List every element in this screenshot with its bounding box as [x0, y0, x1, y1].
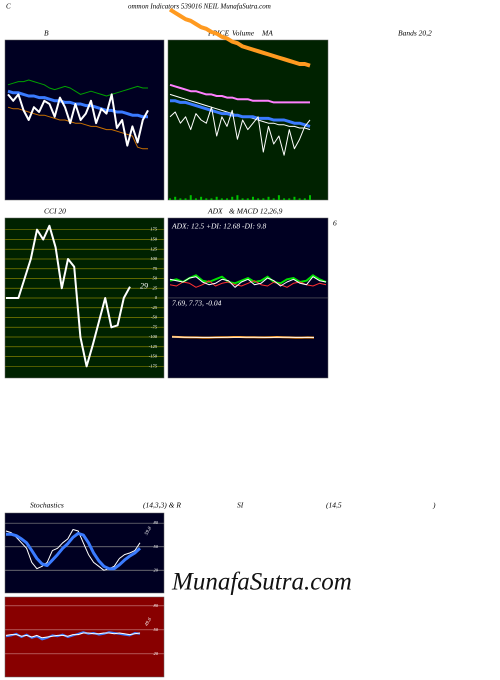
- y-tick-label: 50: [153, 276, 158, 281]
- series-line: [5, 632, 141, 639]
- series-line: [7, 89, 148, 119]
- series-line: [6, 531, 142, 571]
- volume-bar: [189, 195, 192, 200]
- panel: [4, 39, 165, 201]
- volume-bar: [210, 198, 213, 200]
- volume-bar: [251, 196, 254, 200]
- series-line: [169, 106, 311, 156]
- series-line: [7, 93, 149, 147]
- watermark: MunafaSutra.com: [171, 569, 352, 596]
- y-tick-label: 80: [154, 520, 159, 525]
- panel: [4, 512, 165, 594]
- volume-bar: [267, 196, 270, 200]
- panel-label: MA: [261, 29, 273, 38]
- panel-label: CCI 20: [44, 207, 66, 216]
- volume-bar: [174, 196, 177, 200]
- y-tick-label: 50: [154, 544, 159, 549]
- panel-label: & MACD 12,26,9: [229, 207, 283, 216]
- volume-bar: [246, 198, 249, 200]
- volume-bar: [309, 195, 311, 200]
- panel-label: Volume: [232, 29, 255, 38]
- panel-subtitle: 7.69, 7.73, -0.04: [172, 299, 222, 308]
- value-label: 59.8: [144, 526, 153, 537]
- series-line: [168, 7, 311, 68]
- y-tick-label: 150: [150, 236, 158, 241]
- y-tick-label: -75: [151, 324, 158, 329]
- panel-label: ): [432, 501, 436, 510]
- panel: [167, 39, 329, 201]
- panel-label: B: [44, 29, 49, 38]
- series-line: [169, 276, 327, 288]
- panel-label: Bands 20,2: [398, 29, 432, 38]
- series-line: [169, 280, 327, 288]
- y-tick-label: -150: [149, 354, 158, 359]
- volume-bar: [205, 198, 208, 200]
- volume-bar: [241, 198, 244, 200]
- y-tick-label: 80: [154, 603, 159, 608]
- panel-subtitle: ADX: 12.5 +DI: 12.68 -DI: 9.8: [171, 222, 266, 231]
- volume-bar: [262, 198, 265, 200]
- y-tick-label: 100: [150, 256, 158, 261]
- volume-bar: [293, 196, 296, 200]
- y-tick-label: 0: [155, 295, 158, 300]
- volume-bar: [215, 196, 218, 200]
- y-tick-label: 25: [153, 285, 158, 290]
- value-label: 29: [140, 282, 148, 291]
- y-tick-label: 125: [150, 246, 158, 251]
- y-tick-label: -175: [149, 363, 158, 368]
- volume-bar: [169, 198, 171, 200]
- panel-label: Stochastics: [30, 501, 64, 510]
- series-line: [5, 529, 141, 571]
- y-tick-label: 175: [150, 227, 158, 232]
- volume-bar: [257, 198, 260, 200]
- panel-label: 6: [333, 219, 337, 228]
- panel-label: SI: [237, 501, 244, 510]
- volume-bar: [288, 198, 291, 200]
- volume-bar: [277, 195, 280, 200]
- y-tick-label: 20: [154, 567, 159, 572]
- volume-bar: [231, 196, 234, 200]
- y-tick-label: -100: [149, 334, 158, 339]
- panel: [167, 217, 329, 299]
- panel-label: (14,5: [326, 501, 342, 510]
- header-title: ommon Indicators 539016 NEIL MunafaSutra…: [128, 3, 271, 11]
- series-line: [170, 99, 311, 128]
- volume-bar: [220, 198, 223, 200]
- series-line: [169, 83, 310, 104]
- volume-bar: [283, 198, 286, 200]
- volume-bar: [298, 198, 301, 200]
- volume-bar: [226, 198, 229, 200]
- volume-bar: [236, 195, 239, 200]
- panel-label: (14,3,3) & R: [143, 501, 181, 510]
- y-tick-label: 50: [154, 627, 159, 632]
- volume-bar: [184, 198, 187, 200]
- series-line: [6, 224, 131, 368]
- y-tick-label: 20: [154, 651, 159, 656]
- y-tick-label: -125: [149, 344, 158, 349]
- volume-bar: [179, 198, 182, 200]
- y-tick-label: 75: [153, 266, 158, 271]
- series-line: [7, 79, 148, 97]
- volume-bar: [272, 198, 275, 200]
- y-tick-label: -50: [151, 315, 158, 320]
- volume-bar: [200, 196, 203, 200]
- value-label: 49.6: [144, 617, 153, 628]
- volume-bar: [303, 198, 306, 200]
- y-tick-label: -25: [151, 305, 158, 310]
- panel-label: ADX: [207, 207, 223, 216]
- volume-bar: [194, 198, 197, 200]
- header-c: C: [6, 3, 11, 11]
